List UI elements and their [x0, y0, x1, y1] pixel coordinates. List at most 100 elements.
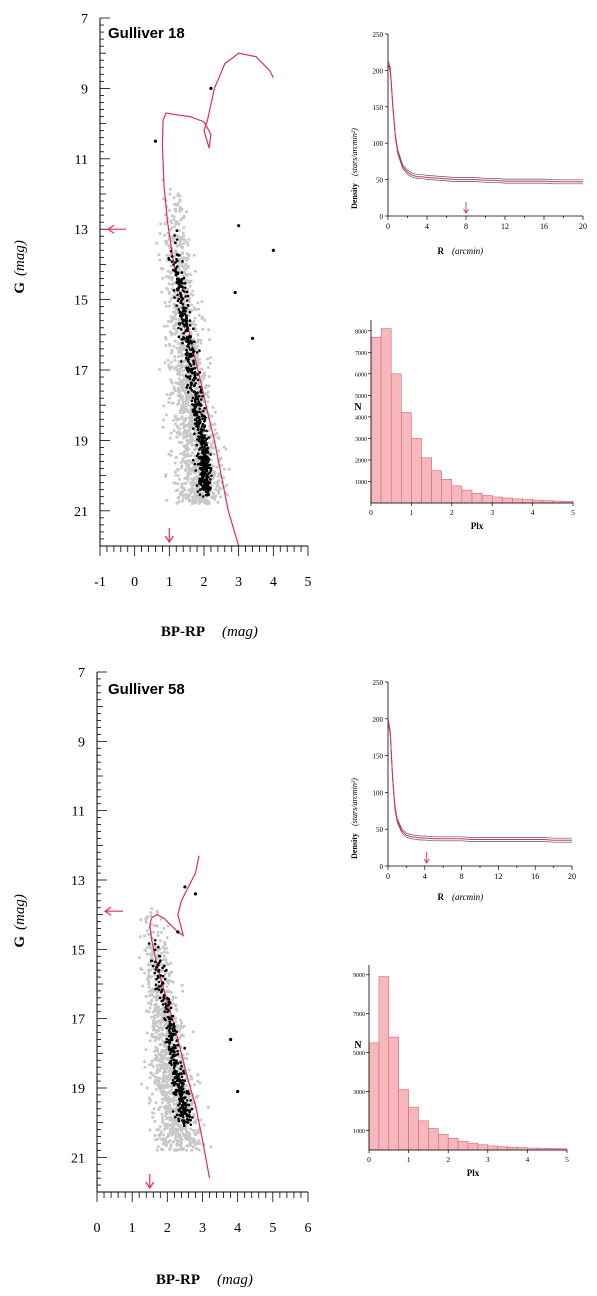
y-tick-label: 7000: [353, 1012, 365, 1018]
member-star: [166, 1007, 169, 1011]
member-star: [157, 964, 160, 967]
field-star: [179, 366, 183, 370]
member-star: [194, 403, 198, 406]
member-star: [165, 1037, 169, 1041]
member-star: [177, 1117, 180, 1121]
y-tick-label: 15: [71, 943, 85, 958]
member-star: [177, 286, 181, 289]
field-star: [170, 333, 174, 337]
member-star: [195, 351, 199, 354]
field-star: [139, 918, 143, 922]
field-star: [172, 345, 176, 348]
member-star: [156, 974, 160, 978]
field-star: [194, 439, 198, 443]
field-star: [165, 1135, 169, 1139]
hist-bar: [471, 493, 483, 504]
field-star: [181, 231, 185, 235]
field-star: [160, 1007, 164, 1011]
member-star: [170, 1015, 174, 1018]
g-arrow: [103, 906, 123, 916]
field-star: [168, 187, 172, 191]
density-xlabel: R: [438, 246, 445, 256]
field-star: [201, 500, 205, 503]
hist-bar: [512, 498, 523, 504]
member-star: [184, 295, 187, 298]
field-star: [217, 489, 220, 493]
member-star: [186, 326, 189, 330]
field-star: [179, 1146, 183, 1150]
x-tick-label: 20: [568, 872, 576, 881]
field-star: [179, 235, 183, 239]
density-fit-line: [387, 718, 572, 841]
field-star: [168, 192, 172, 196]
field-star: [181, 369, 185, 373]
member-star: [202, 440, 206, 444]
field-star: [185, 453, 189, 457]
member-star: [199, 481, 202, 485]
field-star: [205, 434, 209, 438]
hist-bar: [481, 495, 493, 504]
member-star: [201, 455, 205, 459]
member-star: [191, 347, 194, 350]
field-star: [184, 278, 188, 282]
field-star: [222, 445, 226, 449]
field-star: [155, 1058, 159, 1062]
field-star: [187, 254, 191, 257]
member-star: [189, 375, 192, 378]
field-star: [176, 1129, 180, 1133]
hist-bar: [380, 328, 392, 504]
member-star: [185, 1099, 189, 1102]
y-tick-label: 150: [373, 753, 384, 761]
field-star: [173, 207, 177, 211]
hist-bar: [368, 1042, 380, 1151]
field-star: [181, 373, 185, 377]
member-star: [188, 324, 192, 327]
member-star: [175, 1039, 179, 1042]
member-star: [185, 348, 188, 352]
field-star: [152, 1107, 156, 1111]
field-star: [165, 287, 169, 290]
field-star: [166, 924, 170, 928]
y-tick-label: 5000: [353, 1051, 365, 1057]
field-star: [180, 381, 184, 385]
member-star: [153, 971, 156, 975]
field-star: [159, 1147, 163, 1151]
member-star: [183, 282, 187, 285]
hist-bar: [451, 485, 463, 504]
field-star: [161, 1118, 165, 1122]
field-star: [176, 235, 180, 239]
hist-bar: [532, 499, 543, 504]
field-star: [163, 940, 167, 944]
field-star: [176, 474, 180, 478]
field-star: [163, 1013, 167, 1016]
field-star: [196, 1128, 200, 1132]
field-star: [178, 432, 182, 436]
field-star: [193, 1132, 197, 1136]
field-star: [180, 485, 184, 489]
field-star: [216, 474, 220, 478]
field-star: [172, 429, 176, 433]
member-star: [205, 468, 208, 472]
field-star: [159, 1053, 163, 1057]
field-star: [196, 495, 200, 499]
field-star: [194, 1147, 198, 1151]
field-star: [172, 1102, 176, 1106]
member-star: [194, 410, 197, 414]
member-star: [170, 1048, 174, 1051]
y-tick-label: 1000: [353, 1129, 365, 1135]
field-star: [211, 405, 215, 409]
field-star: [206, 400, 210, 404]
member-star: [173, 1069, 176, 1072]
field-star: [147, 1010, 151, 1014]
field-star: [168, 1103, 172, 1107]
field-star: [186, 288, 190, 292]
member-star: [185, 315, 188, 319]
field-star: [177, 1037, 181, 1041]
field-star: [175, 346, 179, 350]
member-star: [150, 959, 154, 963]
member-star: [188, 319, 192, 322]
field-star: [187, 296, 191, 300]
x-tick-label: 4: [234, 1221, 241, 1236]
member-star: [171, 1079, 175, 1082]
